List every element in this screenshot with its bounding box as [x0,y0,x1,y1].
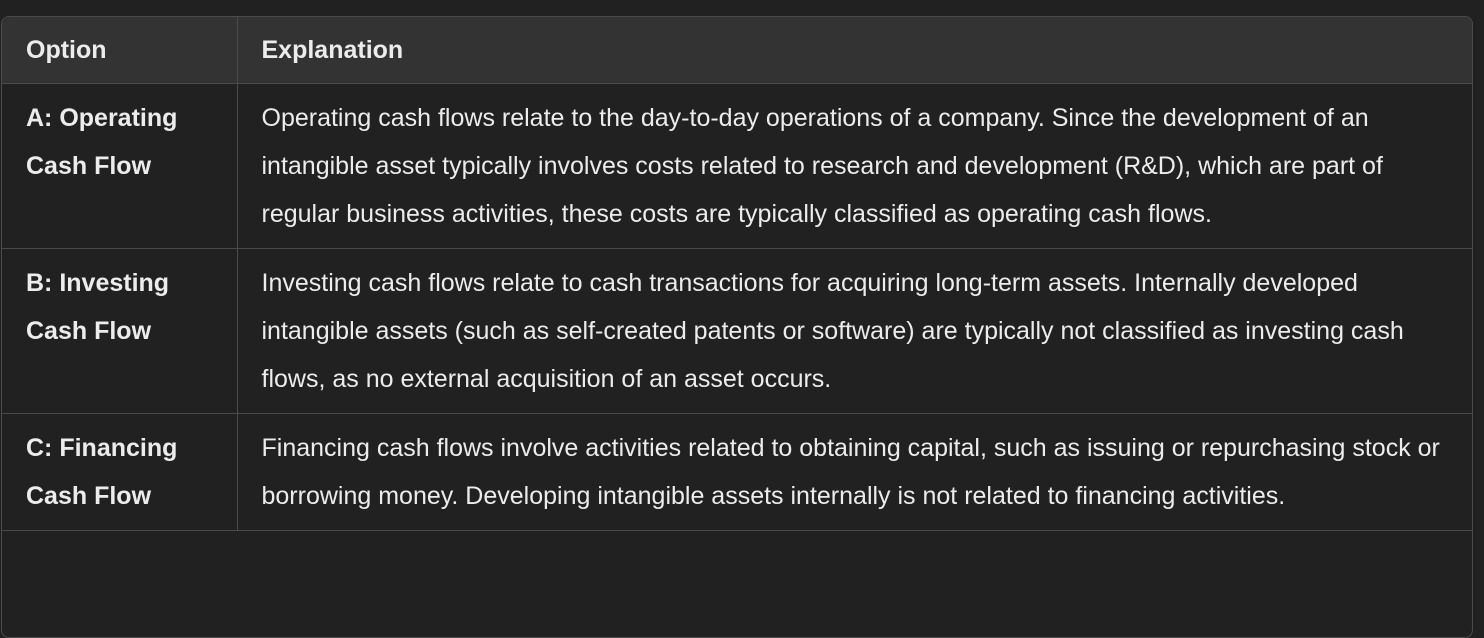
table-row: C: Financing Cash Flow Financing cash fl… [2,413,1472,531]
table-body: A: Operating Cash Flow Operating cash fl… [2,83,1472,531]
header-explanation: Explanation [237,17,1472,84]
header-option: Option [2,17,238,84]
table-row: A: Operating Cash Flow Operating cash fl… [2,83,1472,249]
explanation-cell: Operating cash flows relate to the day-t… [237,83,1472,249]
header-row: Option Explanation [2,17,1472,84]
options-table-container: Option Explanation A: Operating Cash Flo… [1,16,1473,638]
option-cell: A: Operating Cash Flow [2,83,238,249]
table-row: B: Investing Cash Flow Investing cash fl… [2,248,1472,414]
option-cell: C: Financing Cash Flow [2,413,238,531]
table-header: Option Explanation [2,17,1472,84]
explanation-cell: Investing cash flows relate to cash tran… [237,248,1472,414]
explanation-cell: Financing cash flows involve activities … [237,413,1472,531]
options-table: Option Explanation A: Operating Cash Flo… [2,17,1472,531]
option-cell: B: Investing Cash Flow [2,248,238,414]
